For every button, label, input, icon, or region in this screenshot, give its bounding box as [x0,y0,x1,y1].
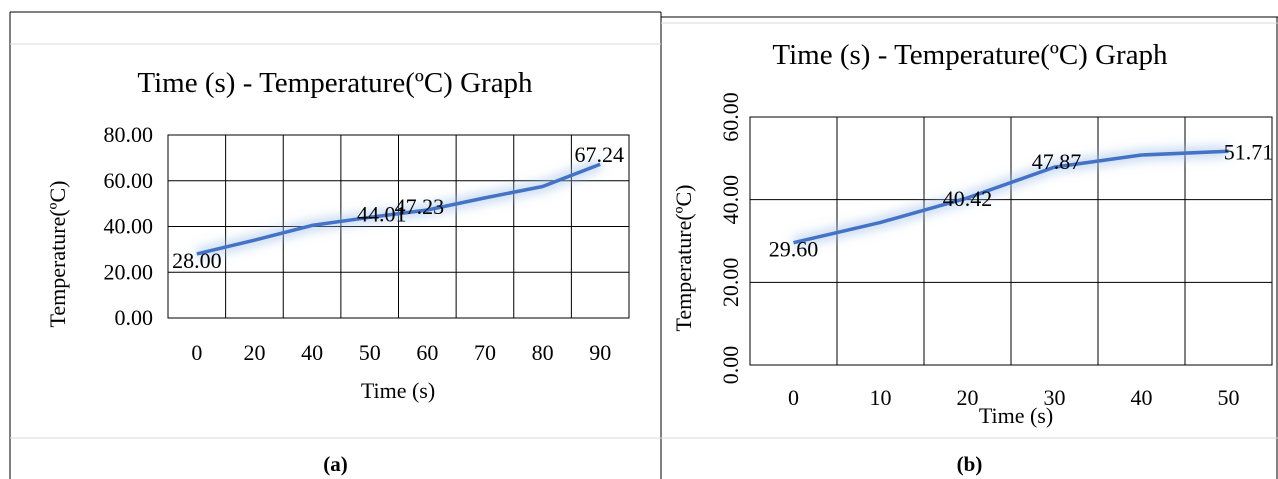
chart-a-xtick: 70 [474,340,496,365]
chart-b-xtick: 30 [1044,385,1066,410]
chart-a-data-label: 47.23 [395,194,445,219]
chart-a-data-label: 67.24 [574,142,624,167]
chart-a-series-line [196,162,601,256]
chart-a-xlabel: Time (s) [361,378,435,403]
chart-a-title: Time (s) - Temperature(ºC) Graph [137,67,533,99]
chart-a-xtick: 80 [532,340,554,365]
chart-b-data-label: 51.71 [1224,139,1274,164]
caption-a: (a) [323,452,348,476]
chart-a-xtick: 60 [416,340,438,365]
chart-a-xtick: 20 [243,340,265,365]
chart-b-xlabel: Time (s) [979,403,1053,428]
chart-a-ytick: 20.00 [104,259,154,284]
chart-b-data-label: 47.87 [1032,149,1082,174]
chart-a-data-label: 44.01 [357,201,407,226]
chart-b-data-label: 40.42 [943,186,993,211]
chart-b-title: Time (s) - Temperature(ºC) Graph [772,39,1168,71]
chart-b-ylabel: Temperature(ºC) [671,185,696,332]
chart-a-ytick: 80.00 [104,122,154,147]
chart-b-ytick: 0.00 [718,346,743,385]
chart-b-series-line [793,149,1229,245]
chart-a-data-label: 28.00 [172,248,222,273]
chart-a-xtick: 40 [301,340,323,365]
chart-a-xtick: 90 [589,340,611,365]
chart-b-xtick: 10 [870,385,892,410]
chart-a-ytick: 60.00 [104,168,154,193]
chart-b-ytick: 60.00 [718,92,743,142]
chart-b-xtick: 50 [1218,385,1240,410]
chart-a-ytick: 40.00 [104,214,154,239]
chart-b-xtick: 40 [1131,385,1153,410]
caption-b: (b) [956,452,983,476]
chart-b-ytick: 40.00 [718,175,743,225]
chart-b-xtick: 20 [957,385,979,410]
chart-b-data-label: 29.60 [769,237,819,262]
chart-b-ytick: 20.00 [718,258,743,308]
chart-b-xtick: 0 [788,385,799,410]
chart-a-xtick: 50 [359,340,381,365]
chart-a-ylabel: Temperature(ºC) [45,181,70,328]
chart-a-xtick: 0 [191,340,202,365]
chart-a-ytick: 0.00 [115,305,154,330]
